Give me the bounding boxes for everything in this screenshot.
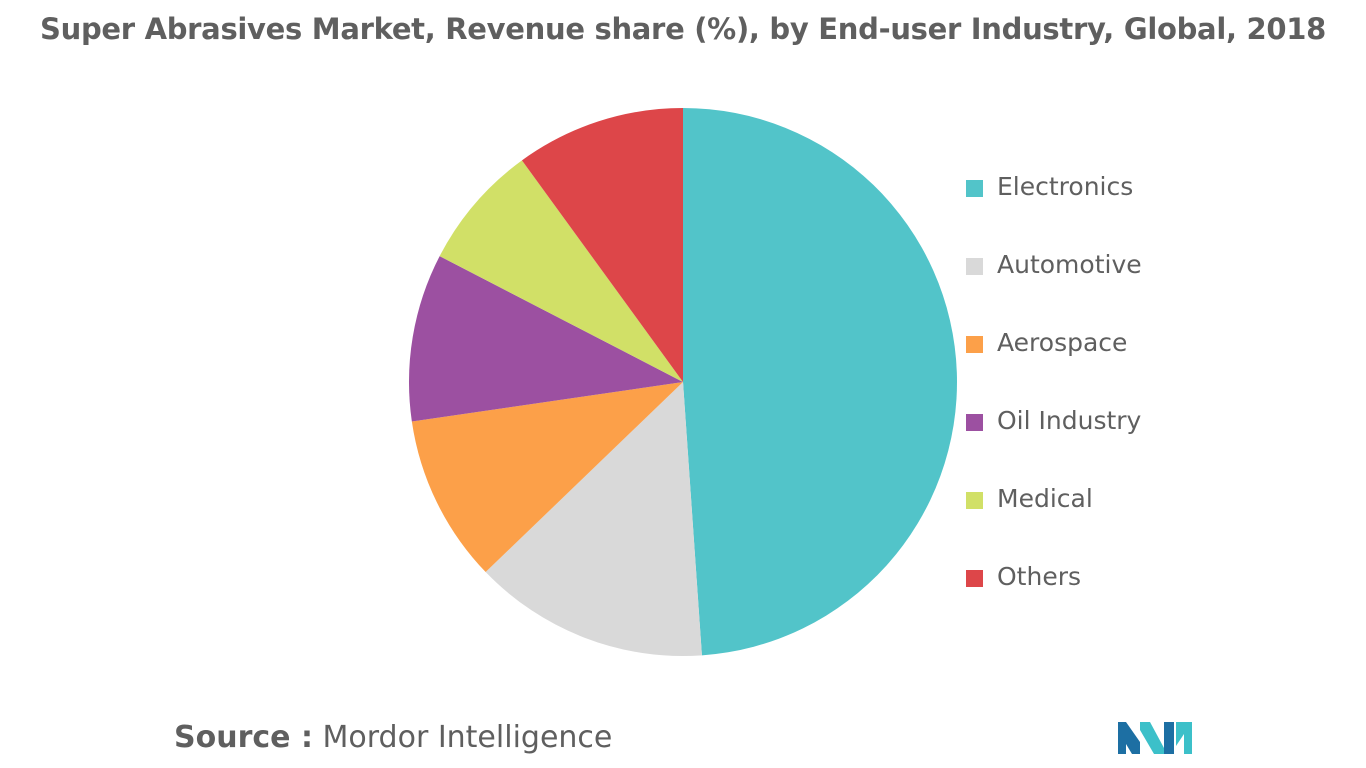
source-note: Source : Mordor Intelligence [174, 720, 612, 755]
source-label: Source : [174, 720, 313, 755]
legend-swatch [966, 570, 983, 587]
legend-swatch [966, 336, 983, 353]
pie-slice-oil-industry [408, 256, 683, 422]
pie-slice-aerospace [411, 382, 683, 573]
chart-legend: Electronics Automotive Aerospace Oil Indust… [966, 168, 1346, 636]
legend-label: Automotive [997, 250, 1142, 279]
legend-label: Others [997, 562, 1082, 591]
legend-item-electronics: Electronics [966, 168, 1346, 208]
legend-swatch [966, 492, 983, 509]
pie-slice-others [521, 108, 683, 382]
legend-label: Electronics [997, 172, 1134, 201]
legend-item-medical: Medical [966, 480, 1346, 520]
source-value: Mordor Intelligence [322, 720, 613, 755]
chart-title: Super Abrasives Market, Revenue share (%… [40, 12, 1326, 46]
pie-slice-electronics [683, 108, 957, 656]
legend-swatch [966, 258, 983, 275]
legend-swatch [966, 180, 983, 197]
legend-item-others: Others [966, 558, 1346, 598]
legend-swatch [966, 414, 983, 431]
legend-label: Oil Industry [997, 406, 1142, 435]
pie-slice-automotive [485, 382, 702, 656]
legend-item-oil-industry: Oil Industry [966, 402, 1346, 442]
legend-item-aerospace: Aerospace [966, 324, 1346, 364]
mordor-intelligence-logo-icon [1118, 722, 1192, 754]
legend-item-automotive: Automotive [966, 246, 1346, 286]
legend-label: Aerospace [997, 328, 1128, 357]
legend-label: Medical [997, 484, 1093, 513]
pie-slice-medical [439, 160, 683, 382]
